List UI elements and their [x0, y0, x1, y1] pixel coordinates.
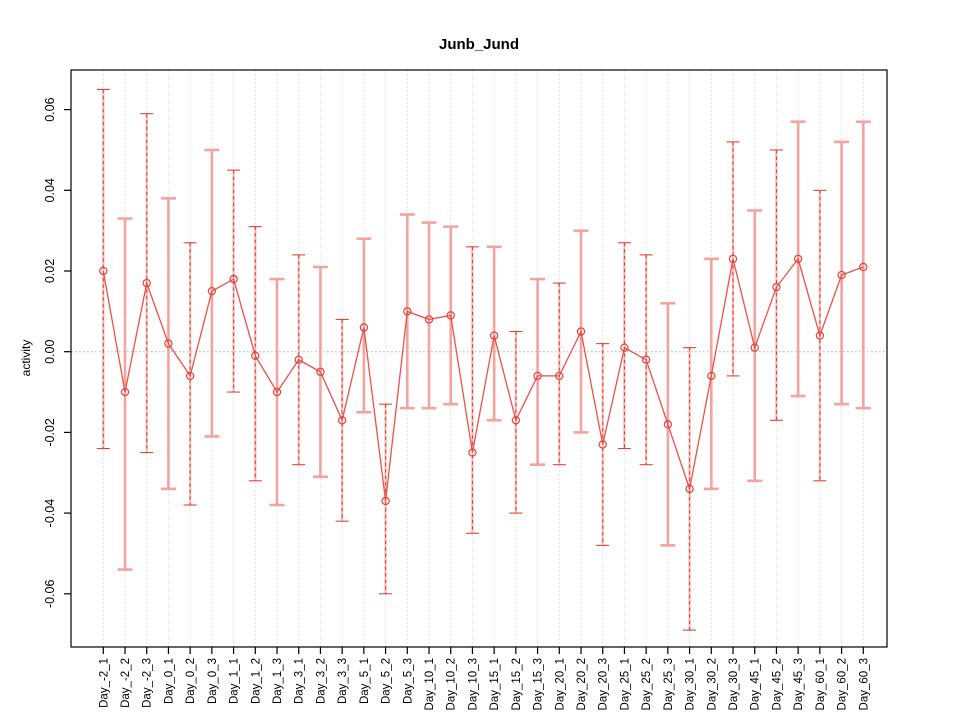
x-axis-tick-label: Day_3_2	[315, 658, 327, 704]
data-point-marker	[185, 371, 195, 381]
chart-title: Junb_Jund	[438, 36, 520, 53]
data-point-marker	[424, 315, 434, 324]
x-axis-tick-label: Day_-2_1	[98, 658, 110, 708]
data-point-marker	[142, 278, 151, 288]
x-axis-tick-label: Day_15_2	[511, 658, 523, 710]
x-axis-tick-label: Day_0_1	[163, 658, 175, 704]
x-axis-tick-label: Day_45_1	[750, 658, 762, 710]
x-axis-tick-label: Day_45_3	[793, 658, 805, 710]
plot-border	[70, 69, 888, 648]
data-point-marker	[859, 262, 868, 272]
x-axis-tick-label: Day_3_1	[294, 658, 306, 704]
data-point-marker	[446, 311, 455, 320]
x-axis-tick-label: Day_10_2	[446, 658, 458, 710]
data-point-marker	[793, 254, 803, 264]
y-axis-tick-label: 0.04	[43, 178, 57, 202]
x-axis-tick-label: Day_20_3	[598, 658, 610, 710]
x-axis-tick-label: Day_5_1	[359, 658, 371, 704]
y-axis-tick-label: -0.04	[43, 499, 57, 528]
x-axis-tick-label: Day_45_2	[771, 658, 783, 710]
data-point-marker	[620, 343, 629, 352]
y-axis-tick-label: -0.02	[43, 418, 57, 447]
data-point-marker	[337, 416, 347, 425]
data-point-marker	[468, 448, 477, 457]
y-axis-tick-label: -0.06	[43, 580, 57, 609]
data-point-marker	[641, 355, 651, 364]
data-point-marker	[164, 339, 173, 348]
y-axis-title: activity	[19, 339, 33, 377]
x-axis-tick-label: Day_0_3	[207, 658, 219, 704]
x-axis-tick-label: Day_1_2	[250, 658, 262, 704]
x-axis-tick-label: Day_60_1	[815, 658, 827, 710]
data-point-marker	[272, 387, 282, 397]
x-axis-tick-label: Day_-2_3	[142, 658, 154, 708]
x-axis-tick-label: Day_3_3	[337, 658, 349, 704]
data-point-marker	[381, 496, 390, 506]
x-axis-tick-label: Day_10_3	[467, 658, 479, 710]
y-axis-tick-label: 0.02	[43, 259, 57, 283]
data-point-marker	[359, 323, 369, 332]
x-axis-tick-label: Day_0_2	[185, 658, 197, 704]
data-point-marker	[316, 367, 325, 377]
x-axis-tick-label: Day_20_2	[576, 658, 588, 710]
x-axis-tick-label: Day_20_1	[554, 658, 566, 710]
data-point-marker	[750, 343, 759, 352]
x-axis-tick-label: Day_10_1	[424, 658, 436, 710]
data-point-marker	[663, 420, 673, 429]
x-axis-tick-label: Day_5_3	[402, 658, 414, 704]
data-point-marker	[685, 484, 694, 494]
data-point-marker	[815, 331, 825, 340]
x-axis-tick-label: Day_60_3	[858, 658, 870, 710]
x-axis-tick-label: Day_30_3	[728, 658, 740, 710]
x-axis-tick-label: Day_60_2	[837, 658, 849, 710]
data-point-marker	[294, 355, 303, 364]
data-point-marker	[728, 254, 738, 264]
x-axis-tick-label: Day_1_1	[229, 658, 241, 704]
data-point-marker	[533, 371, 542, 381]
data-point-marker	[511, 416, 521, 425]
x-axis-tick-label: Day_25_2	[641, 658, 653, 710]
data-point-marker	[837, 270, 846, 280]
data-point-marker	[229, 274, 238, 284]
data-point-marker	[489, 331, 499, 340]
data-point-marker	[576, 327, 586, 336]
data-point-marker	[251, 351, 260, 360]
x-axis-tick-label: Day_15_1	[489, 658, 501, 710]
data-point-marker	[403, 307, 412, 316]
data-point-marker	[120, 387, 130, 397]
series-line	[102, 257, 864, 502]
x-axis-tick-label: Day_15_3	[533, 658, 545, 710]
x-axis-tick-label: Day_30_1	[685, 658, 697, 710]
x-axis-tick-label: Day_25_3	[663, 658, 675, 710]
x-axis-tick-label: Day_30_2	[706, 658, 718, 710]
data-point-marker	[99, 266, 108, 276]
y-axis-tick-label: 0.00	[43, 339, 57, 363]
x-axis-tick-label: Day_25_1	[619, 658, 631, 710]
x-axis-tick-label: Day_5_2	[381, 658, 393, 704]
data-point-marker	[598, 440, 607, 449]
x-axis-tick-label: Day_1_3	[272, 658, 284, 704]
data-point-marker	[707, 371, 716, 381]
data-point-marker	[772, 282, 781, 292]
data-point-marker	[207, 286, 217, 296]
x-axis-tick-label: Day_-2_2	[120, 658, 132, 708]
data-point-marker	[555, 371, 564, 381]
y-axis-tick-label: 0.06	[43, 97, 57, 121]
